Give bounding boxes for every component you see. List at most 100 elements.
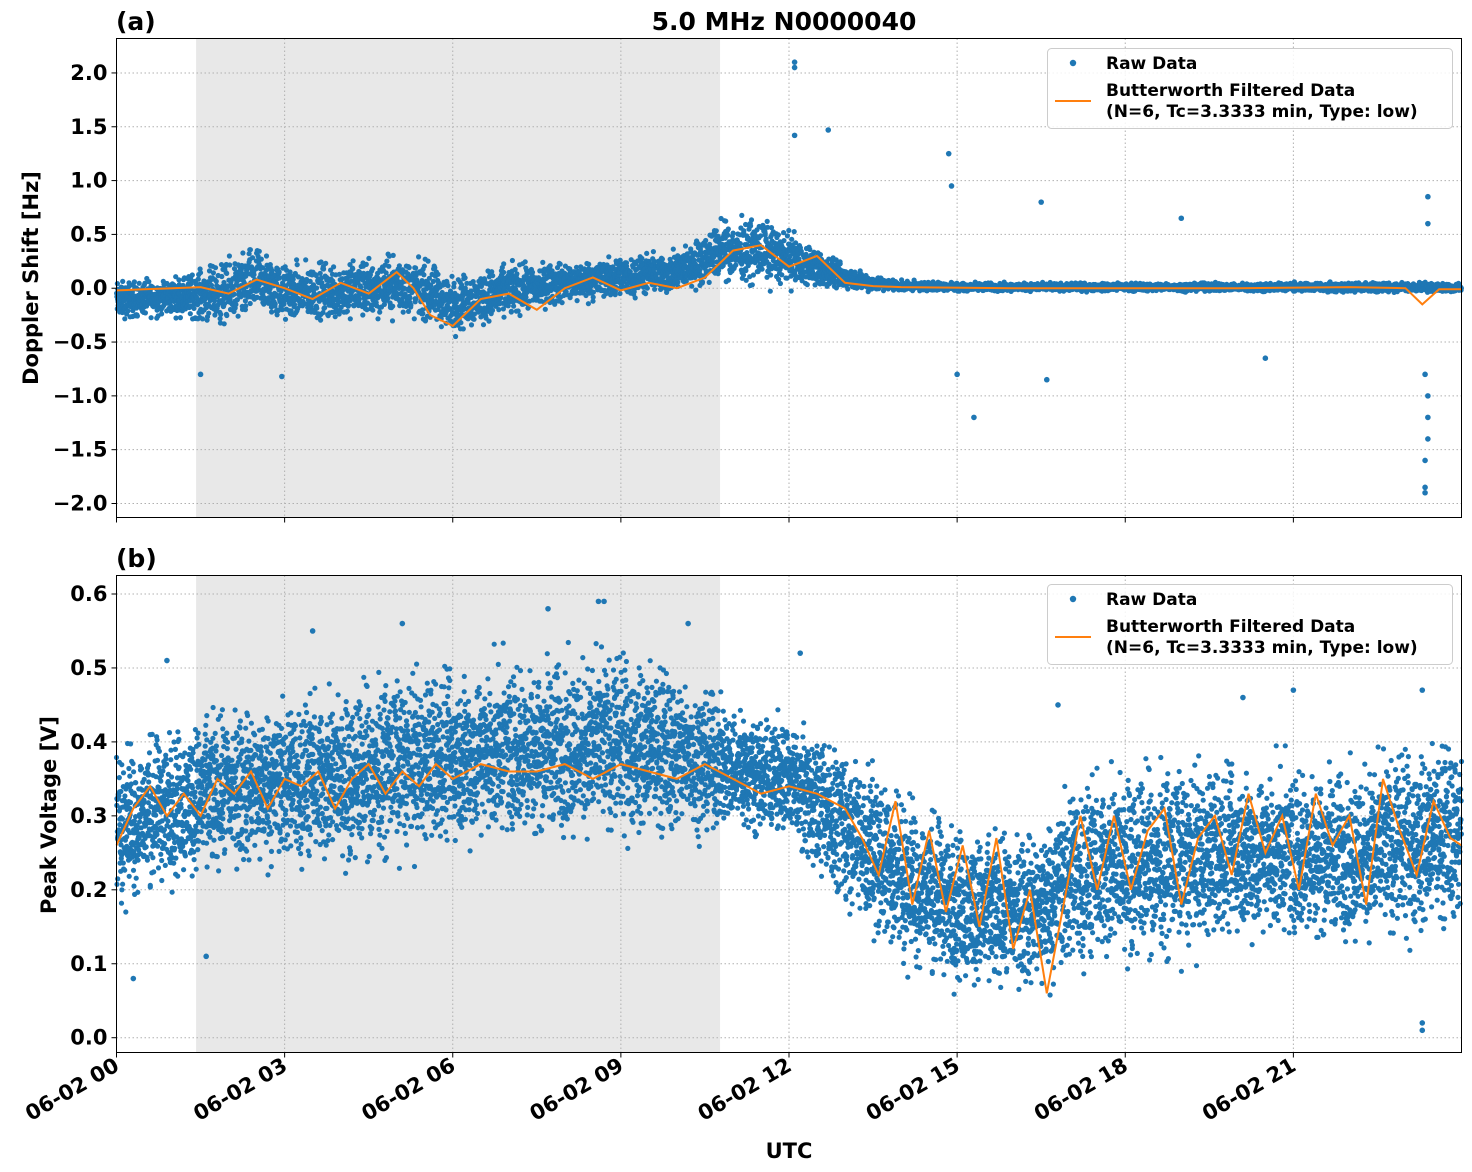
- raw-data-point: [764, 218, 770, 224]
- raw-data-point: [762, 230, 768, 236]
- raw-data-point: [176, 277, 182, 283]
- raw-data-point: [173, 315, 179, 321]
- raw-data-point: [540, 259, 546, 265]
- raw-data-point: [344, 308, 350, 314]
- raw-data-point: [187, 311, 193, 317]
- raw-data-point: [320, 310, 326, 316]
- raw-data-point: [199, 316, 206, 322]
- raw-data-point: [413, 296, 419, 302]
- raw-data-point: [786, 227, 792, 234]
- raw-data-point: [131, 279, 137, 285]
- raw-data-point: [420, 311, 426, 317]
- raw-data-point: [247, 300, 253, 307]
- raw-data-point: [375, 316, 381, 322]
- raw-data-point: [370, 266, 376, 272]
- raw-data-point: [845, 286, 851, 292]
- raw-data-point: [471, 316, 477, 322]
- raw-data-point: [740, 272, 747, 278]
- raw-data-point: [272, 301, 278, 307]
- raw-data-point: [725, 226, 731, 232]
- raw-data-point: [791, 229, 797, 235]
- raw-data-point: [713, 228, 719, 234]
- raw-data-point: [411, 316, 417, 322]
- raw-data-point: [430, 278, 436, 284]
- raw-data-point: [725, 232, 731, 238]
- raw-data-point: [366, 255, 372, 261]
- raw-data-point: [741, 228, 747, 234]
- raw-data-point: [400, 309, 406, 315]
- raw-data-point: [559, 300, 565, 306]
- raw-data-point: [219, 273, 225, 280]
- raw-data-point: [523, 294, 529, 300]
- raw-data-point: [350, 258, 356, 264]
- raw-data-point: [748, 223, 754, 229]
- raw-data-point: [191, 305, 197, 311]
- raw-data-point: [322, 305, 328, 311]
- raw-data-point: [784, 233, 791, 239]
- raw-data-point: [413, 265, 419, 271]
- raw-data-point: [120, 278, 126, 284]
- raw-data-point: [258, 256, 264, 262]
- raw-data-point: [777, 280, 784, 287]
- raw-data-point: [451, 280, 457, 286]
- raw-data-point: [221, 321, 227, 327]
- raw-data-point: [114, 281, 120, 287]
- raw-data-point: [282, 316, 289, 322]
- raw-data-point: [590, 294, 596, 300]
- raw-data-point: [195, 276, 201, 282]
- raw-data-point: [748, 217, 755, 223]
- raw-data-point: [263, 253, 270, 259]
- raw-data-point: [644, 285, 650, 291]
- raw-data-point: [659, 256, 666, 262]
- raw-data-point: [585, 301, 592, 307]
- raw-data-point: [226, 253, 232, 259]
- raw-data-point: [416, 254, 422, 260]
- raw-data-point: [210, 270, 216, 276]
- raw-data-point: [347, 316, 353, 322]
- raw-data-point: [173, 274, 179, 280]
- raw-data-point: [405, 308, 412, 314]
- raw-data-point: [643, 291, 649, 297]
- raw-data-point: [743, 267, 749, 274]
- raw-data-point: [703, 237, 709, 244]
- raw-data-point: [617, 290, 623, 297]
- raw-data-point: [360, 312, 366, 318]
- raw-data-point: [294, 257, 300, 263]
- raw-data-point: [501, 261, 507, 267]
- raw-data-point: [224, 312, 230, 319]
- raw-data-point: [510, 303, 517, 309]
- raw-data-point: [517, 312, 523, 319]
- figure-title: 5.0 MHz N0000040: [652, 7, 917, 36]
- raw-data-point: [233, 301, 239, 308]
- raw-data-point: [269, 309, 275, 315]
- raw-data-point: [370, 307, 376, 313]
- raw-data-point: [389, 318, 396, 324]
- raw-data-point: [501, 269, 507, 275]
- raw-data-point: [788, 288, 794, 294]
- raw-data-point: [425, 258, 431, 264]
- raw-data-point: [148, 315, 154, 321]
- raw-data-point: [356, 296, 362, 302]
- raw-data-point: [725, 277, 732, 283]
- raw-data-point: [542, 306, 548, 312]
- raw-data-point: [363, 261, 369, 267]
- raw-data-point: [212, 265, 219, 271]
- raw-data-point: [644, 250, 650, 256]
- raw-data-point: [557, 261, 563, 267]
- raw-data-point: [318, 317, 324, 323]
- raw-data-point: [235, 313, 241, 319]
- raw-data-point: [768, 272, 774, 278]
- raw-data-point: [490, 273, 496, 279]
- raw-data-point: [750, 272, 757, 278]
- raw-data-point: [390, 303, 396, 309]
- raw-data-point: [323, 260, 329, 266]
- raw-data-point: [650, 249, 657, 255]
- raw-data-point: [779, 272, 785, 278]
- raw-data-point: [515, 308, 521, 314]
- raw-data-point: [723, 218, 729, 224]
- raw-data-point: [206, 310, 212, 316]
- raw-data-point: [406, 265, 412, 271]
- raw-data-point: [737, 241, 743, 247]
- raw-data-point: [189, 272, 195, 278]
